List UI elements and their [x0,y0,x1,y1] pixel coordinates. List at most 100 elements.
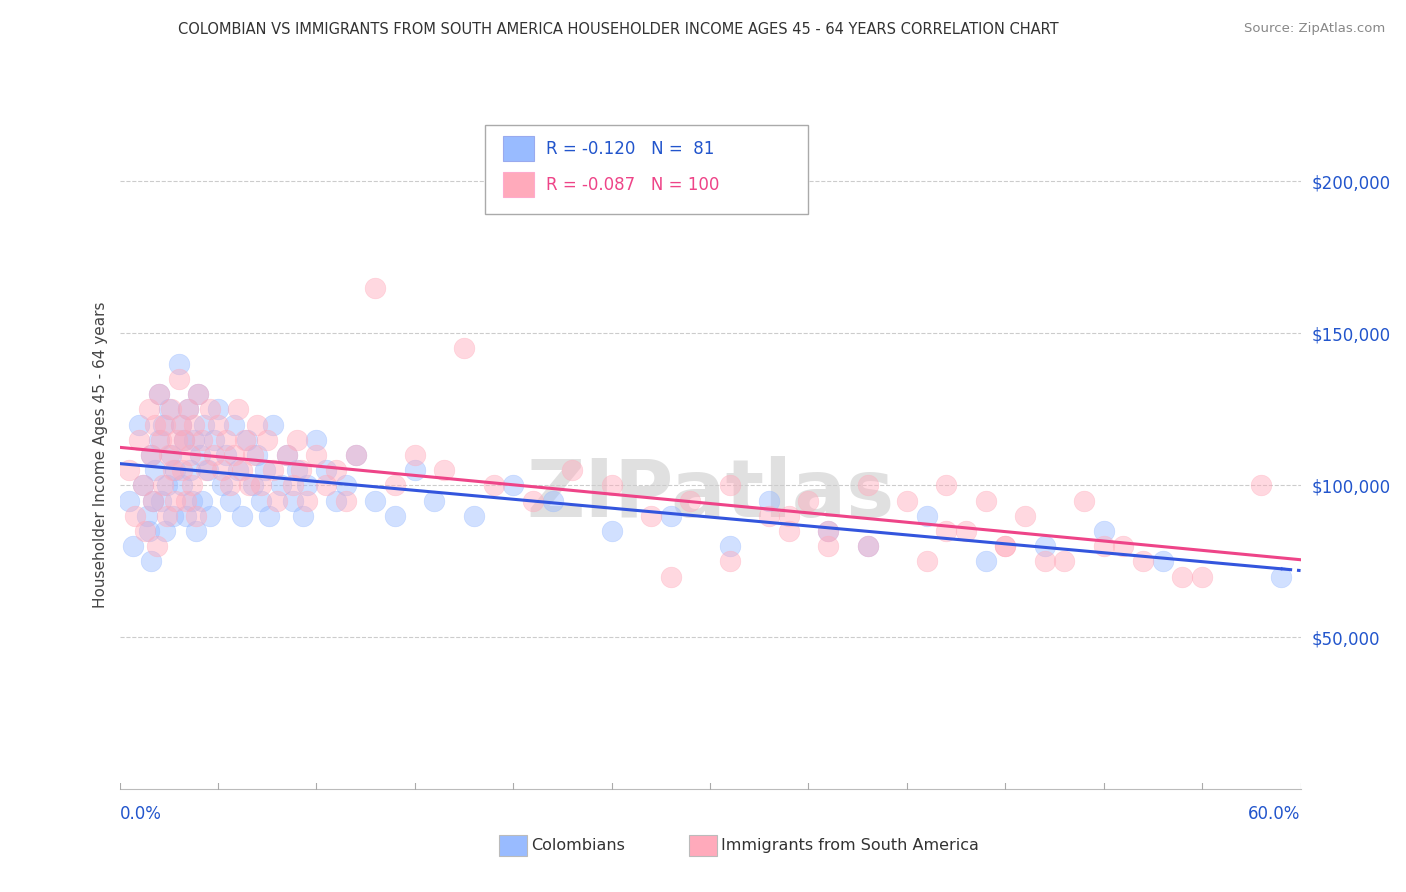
Point [118,493,141,508]
Point [202,448,225,462]
Point [305,448,328,462]
Text: 60.0%: 60.0% [1249,805,1301,822]
Point [187,387,209,401]
Point [177,402,200,417]
Point [1171,569,1194,583]
Point [134,524,156,538]
Point [276,448,298,462]
Point [122,539,145,553]
Point [183,433,205,447]
Point [250,478,273,492]
Point [177,402,200,417]
Point [257,508,280,523]
Point [1033,539,1056,553]
Point [600,478,623,492]
Y-axis label: Householder Income Ages 45 - 64 years: Householder Income Ages 45 - 64 years [93,301,108,608]
Point [179,463,201,477]
Point [325,463,347,477]
Text: R = -0.087   N = 100: R = -0.087 N = 100 [546,176,718,194]
Point [778,524,800,538]
Point [236,433,259,447]
Point [128,433,150,447]
Point [1112,539,1135,553]
Text: 0.0%: 0.0% [120,805,162,822]
Point [1092,524,1115,538]
Point [124,508,146,523]
Point [404,448,426,462]
Point [896,493,918,508]
Point [152,478,174,492]
Point [153,417,176,432]
Point [172,463,194,477]
Point [541,493,564,508]
Point [1191,569,1213,583]
Point [718,554,741,568]
Point [167,372,190,386]
Point [335,478,357,492]
Point [856,539,879,553]
Point [778,508,800,523]
Point [211,463,233,477]
Point [246,417,269,432]
Point [482,478,505,492]
Point [159,402,181,417]
Point [758,508,780,523]
Point [994,539,1017,553]
Point [142,493,165,508]
Point [132,478,155,492]
Point [1270,569,1292,583]
Text: COLOMBIAN VS IMMIGRANTS FROM SOUTH AMERICA HOUSEHOLDER INCOME AGES 45 - 64 YEARS: COLOMBIAN VS IMMIGRANTS FROM SOUTH AMERI… [179,22,1059,37]
Point [163,463,186,477]
Point [142,493,165,508]
Text: ZIPatlas: ZIPatlas [526,456,894,534]
Point [600,524,623,538]
Point [935,524,957,538]
Point [254,463,277,477]
Point [202,433,225,447]
Point [188,448,211,462]
Point [159,448,181,462]
Point [149,493,172,508]
Point [1053,554,1076,568]
Point [955,524,977,538]
Point [162,463,184,477]
Point [1073,493,1095,508]
Point [1014,508,1036,523]
Point [281,478,304,492]
Point [1033,554,1056,568]
Point [198,402,221,417]
Point [169,417,191,432]
Point [384,508,406,523]
Point [157,402,180,417]
Point [974,554,997,568]
Point [522,493,544,508]
Point [364,280,387,294]
Point [222,448,245,462]
Point [817,539,839,553]
Point [659,569,682,583]
Point [191,433,214,447]
Point [344,448,367,462]
Point [156,508,179,523]
Point [856,539,879,553]
Point [856,478,879,492]
Point [718,478,741,492]
Point [139,554,162,568]
Point [186,524,208,538]
Point [266,493,288,508]
Point [453,342,475,356]
Point [315,463,337,477]
Point [139,448,162,462]
Point [250,493,273,508]
Point [915,554,938,568]
Point [817,524,839,538]
Point [256,433,278,447]
Point [344,448,367,462]
Point [226,402,249,417]
Point [335,493,357,508]
Point [404,463,426,477]
Point [211,478,233,492]
Point [136,508,159,523]
Point [167,357,190,371]
Point [295,478,318,492]
